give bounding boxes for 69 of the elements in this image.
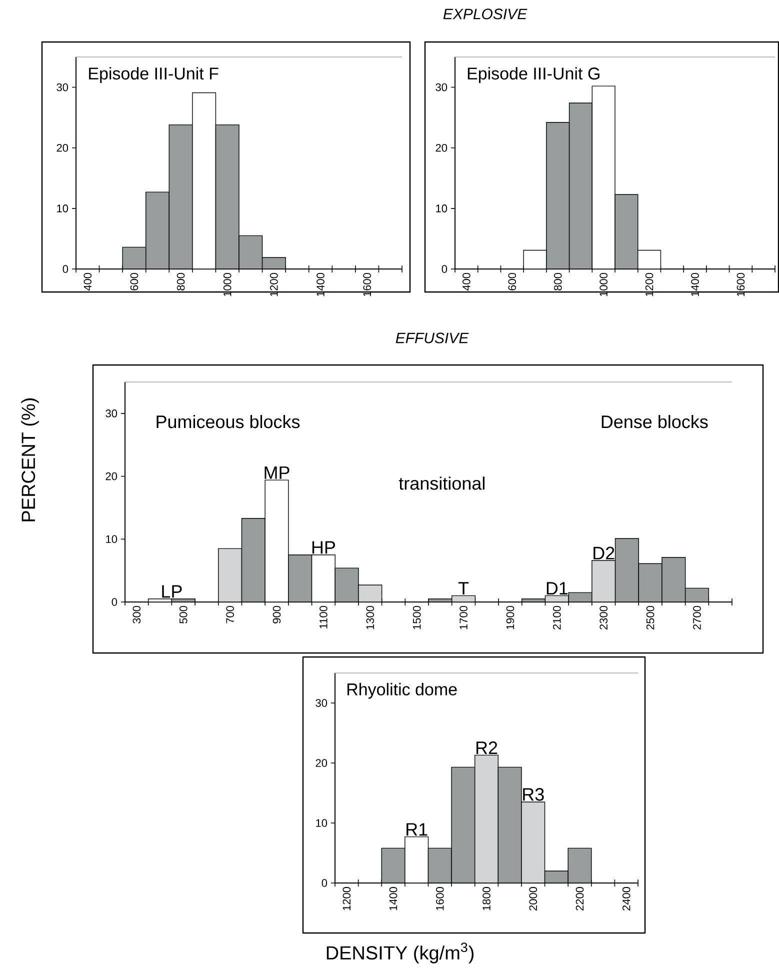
- y-tick-label: 20: [56, 144, 68, 152]
- x-tick-label: 1400: [389, 886, 398, 910]
- x-tick-label: 1500: [412, 606, 421, 630]
- x-tick-label: 1600: [363, 272, 371, 296]
- x-tick-label: 500: [179, 606, 188, 624]
- x-tick-label: 2300: [600, 606, 608, 630]
- x-tick-label: 2100: [553, 606, 561, 630]
- annotation: Pumiceous blocks: [156, 414, 300, 428]
- x-tick-label: 1200: [645, 272, 654, 296]
- x-tick-label: 1400: [316, 272, 324, 296]
- y-tick-label: 0: [62, 265, 68, 273]
- annotation: R3: [523, 788, 544, 801]
- x-tick-label: 1400: [691, 272, 699, 296]
- y-tick-label: 10: [436, 204, 448, 212]
- y-axis-title: PERCENT (%): [21, 398, 39, 522]
- annotation: Dense blocks: [602, 414, 708, 428]
- x-tick-label: 400: [84, 272, 92, 291]
- x-tick-label: 2500: [646, 606, 654, 630]
- y-tick-label: 0: [442, 265, 448, 273]
- y-tick-label: 20: [436, 144, 448, 152]
- annotation: R2: [476, 741, 498, 754]
- y-tick-label: 30: [436, 83, 448, 92]
- x-tick-label: 2400: [622, 886, 630, 910]
- x-tick-label: 1900: [506, 606, 514, 630]
- x-tick-label: 900: [272, 606, 281, 624]
- x-axis-title: DENSITY (kg/m$^{3}$): [326, 942, 474, 964]
- x-tick-label: 800: [554, 272, 562, 290]
- y-tick-label: 30: [56, 83, 68, 92]
- x-tick-label: 2700: [693, 606, 701, 630]
- y-tick-label: 10: [106, 535, 118, 544]
- y-tick-label: 0: [112, 598, 118, 606]
- text: Rhyolitic dome: [347, 682, 457, 699]
- x-tick-label: 600: [508, 272, 516, 290]
- annotation: T: [458, 582, 469, 595]
- chart-title: EFFUSIVE: [396, 332, 469, 344]
- y-tick-label: 30: [106, 410, 118, 418]
- y-tick-label: 10: [57, 204, 68, 212]
- y-tick-label: 20: [106, 472, 118, 480]
- text: Episode III-Unit G: [468, 67, 600, 83]
- x-tick-label: 800: [176, 272, 185, 290]
- x-tick-label: 700: [226, 606, 234, 624]
- y-tick-label: 0: [322, 879, 328, 887]
- x-tick-label: 1000: [223, 272, 232, 296]
- x-tick-label: 1300: [366, 606, 374, 630]
- annotation: HP: [312, 541, 335, 554]
- x-tick-label: 1600: [436, 886, 444, 910]
- x-tick-label: 1000: [600, 272, 608, 296]
- y-tick-label: 20: [316, 759, 328, 767]
- x-tick-label: 1200: [270, 272, 278, 296]
- text: Episode III-Unit F: [89, 67, 218, 83]
- x-tick-label: 1100: [320, 606, 328, 628]
- chart-title: EXPLOSIVE: [443, 8, 528, 20]
- x-tick-label: 1800: [482, 886, 490, 910]
- annotation: D1: [546, 582, 568, 595]
- annotation: LP: [162, 585, 182, 598]
- annotation: D2: [594, 546, 614, 560]
- y-tick-label: 10: [316, 819, 328, 827]
- x-tick-label: 2000: [529, 886, 538, 910]
- x-tick-label: 1600: [736, 272, 745, 296]
- x-tick-label: 400: [462, 272, 470, 291]
- x-tick-label: 300: [132, 606, 141, 624]
- annotation: R1: [406, 823, 428, 836]
- y-tick-label: 30: [316, 699, 328, 707]
- annotation: MP: [264, 466, 290, 479]
- x-tick-label: 600: [130, 272, 138, 290]
- annotation: transitional: [398, 476, 484, 490]
- x-tick-label: 1700: [460, 606, 468, 630]
- x-tick-label: 2200: [576, 886, 584, 910]
- x-tick-label: 1200: [342, 886, 351, 910]
